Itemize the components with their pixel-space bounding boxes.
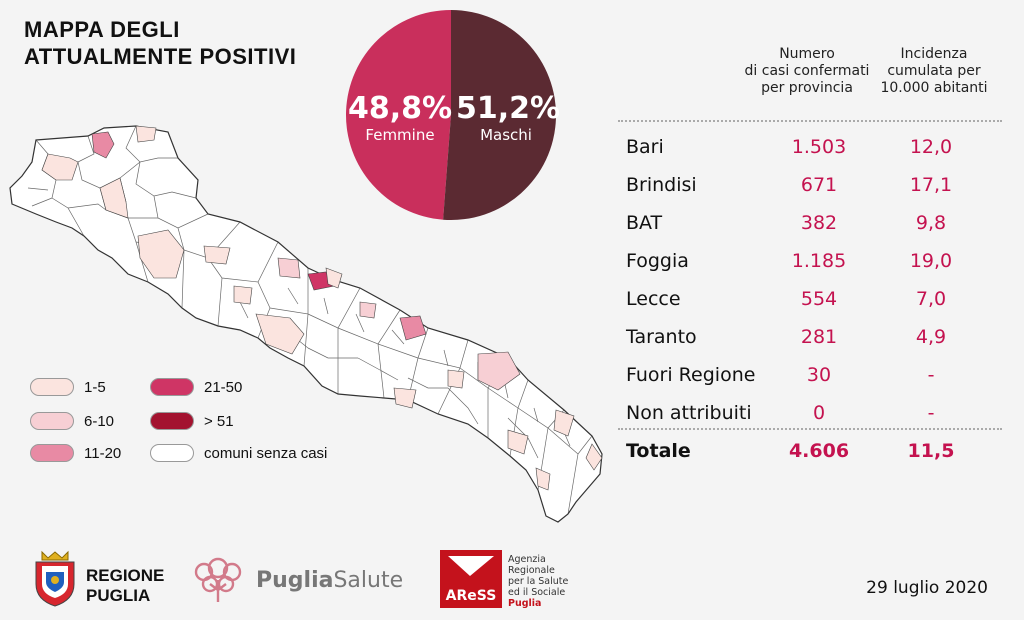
province-incidence: - — [927, 402, 935, 424]
puglia-salute-logo-text: PugliaSalute — [256, 568, 403, 593]
table-row: BAT 382 9,8 — [626, 212, 996, 236]
male-label: Maschi — [480, 126, 532, 144]
province-incidence: 7,0 — [915, 288, 947, 310]
province-cases: 0 — [812, 402, 826, 424]
legend-swatch — [150, 412, 194, 430]
map-legend: 1-5 6-10 11-20 21-50 > 51 comuni senza c… — [30, 376, 360, 466]
pie-slice-male — [443, 10, 556, 220]
legend-item-6-10: 6-10 — [30, 410, 114, 432]
title-line-1: MAPPA DEGLI — [24, 17, 180, 42]
gender-pie — [345, 10, 556, 220]
table-row: Taranto 281 4,9 — [626, 326, 996, 350]
female-share: 48,8% Femmine — [344, 91, 456, 145]
province-name: Bari — [626, 136, 664, 158]
province-cases: 382 — [800, 212, 838, 234]
legend-item-21-50: 21-50 — [150, 376, 242, 398]
regione-puglia-crest-icon — [35, 550, 75, 607]
male-pct: 51,2% — [456, 91, 561, 126]
total-incidence: 11,5 — [907, 440, 955, 462]
regione-line-2: PUGLIA — [86, 586, 151, 605]
legend-swatch — [150, 378, 194, 396]
puglia-map — [9, 125, 603, 523]
header-incidence: Incidenza cumulata per 10.000 abitanti — [880, 46, 988, 96]
province-name: Fuori Regione — [626, 364, 756, 386]
aress-logo-text: AReSS — [446, 588, 497, 604]
male-share: 51,2% Maschi — [456, 91, 561, 145]
legend-swatch — [30, 378, 74, 396]
divider-total — [618, 428, 1002, 430]
female-label: Femmine — [365, 126, 435, 144]
report-date: 29 luglio 2020 — [866, 578, 988, 598]
puglia-salute-tree-icon — [194, 557, 242, 602]
province-cases: 30 — [806, 364, 832, 386]
province-incidence: 9,8 — [915, 212, 947, 234]
table-row: Foggia 1.185 19,0 — [626, 250, 996, 274]
total-cases: 4.606 — [788, 440, 850, 462]
province-incidence: - — [927, 364, 935, 386]
legend-item-no-cases: comuni senza casi — [150, 442, 327, 464]
legend-swatch — [30, 444, 74, 462]
province-incidence: 17,1 — [909, 174, 953, 196]
province-incidence: 4,9 — [915, 326, 947, 348]
regione-puglia-logo-text: REGIONE PUGLIA — [86, 566, 164, 606]
legend-label: 21-50 — [204, 378, 243, 396]
province-cases: 554 — [800, 288, 838, 310]
divider-top — [618, 120, 1002, 122]
province-cases: 671 — [800, 174, 838, 196]
puglia-salute-word-b: Salute — [333, 568, 404, 593]
page-title: MAPPA DEGLI ATTUALMENTE POSITIVI — [24, 16, 296, 70]
pie-slice-female — [345, 10, 451, 220]
legend-label: 11-20 — [84, 444, 122, 462]
colored-municipalities — [41, 125, 603, 491]
legend-label: 1-5 — [84, 378, 106, 396]
aress-logo-icon: AReSS — [440, 550, 502, 608]
legend-item-11-20: 11-20 — [30, 442, 121, 464]
province-name: Foggia — [626, 250, 689, 272]
legend-label: > 51 — [204, 412, 234, 430]
province-name: BAT — [626, 212, 663, 234]
table-row-total: Totale 4.606 11,5 — [626, 440, 996, 464]
province-name: Taranto — [626, 326, 697, 348]
legend-item-1-5: 1-5 — [30, 376, 106, 398]
header-cases: Numero di casi confermati per provincia — [744, 46, 870, 96]
legend-label: comuni senza casi — [204, 444, 328, 462]
agency-line: ed il Sociale — [508, 587, 566, 598]
agency-name: Agenzia Regionale per la Salute ed il So… — [508, 554, 568, 609]
province-incidence: 19,0 — [909, 250, 953, 272]
legend-item-over-51: > 51 — [150, 410, 234, 432]
province-cases: 1.503 — [791, 136, 847, 158]
total-label: Totale — [626, 440, 691, 462]
table-row: Non attribuiti 0 - — [626, 402, 996, 426]
agency-line: Agenzia — [508, 554, 546, 565]
table-row: Brindisi 671 17,1 — [626, 174, 996, 198]
province-name: Brindisi — [626, 174, 697, 196]
agency-line: Regionale — [508, 565, 555, 576]
table-row: Lecce 554 7,0 — [626, 288, 996, 312]
legend-swatch — [30, 412, 74, 430]
regione-line-1: REGIONE — [86, 566, 165, 585]
province-name: Non attribuiti — [626, 402, 752, 424]
province-incidence: 12,0 — [909, 136, 953, 158]
province-cases: 281 — [800, 326, 838, 348]
legend-label: 6-10 — [84, 412, 115, 430]
province-name: Lecce — [626, 288, 681, 310]
puglia-salute-word-a: Puglia — [256, 568, 334, 593]
province-cases: 1.185 — [791, 250, 847, 272]
title-line-2: ATTUALMENTE POSITIVI — [24, 44, 297, 69]
legend-swatch — [150, 444, 194, 462]
agency-region: Puglia — [508, 598, 542, 609]
female-pct: 48,8% — [347, 91, 453, 126]
table-row: Bari 1.503 12,0 — [626, 136, 996, 160]
table-row: Fuori Regione 30 - — [626, 364, 996, 388]
agency-line: per la Salute — [508, 576, 569, 587]
